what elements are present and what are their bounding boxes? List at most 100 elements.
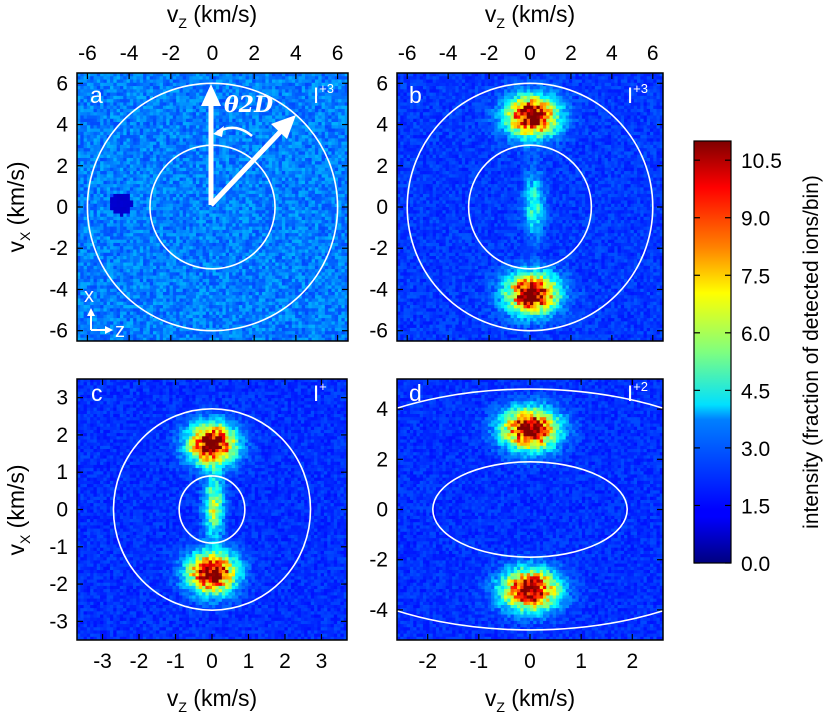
- heatmap-cell: [215, 154, 220, 159]
- heatmap-cell: [149, 122, 154, 126]
- heatmap-cell: [229, 112, 233, 117]
- heatmap-cell: [205, 135, 210, 139]
- heatmap-cell: [305, 197, 309, 202]
- heatmap-cell: [291, 82, 296, 87]
- heatmap-cell: [298, 73, 303, 77]
- heatmap-cell: [334, 122, 339, 126]
- heatmap-cell: [245, 76, 250, 81]
- heatmap-cell: [212, 125, 217, 130]
- heatmap-cell: [238, 112, 243, 117]
- heatmap-cell: [285, 171, 290, 175]
- heatmap-cell: [222, 125, 227, 130]
- heatmap-cell: [344, 141, 348, 146]
- heatmap-cell: [215, 89, 220, 94]
- heatmap-cell: [291, 180, 296, 185]
- heatmap-cell: [182, 180, 187, 185]
- heatmap-cell: [186, 115, 190, 120]
- heatmap-cell: [126, 246, 131, 251]
- heatmap-cell: [156, 99, 161, 104]
- heatmap-cell: [222, 79, 227, 84]
- heatmap-cell: [90, 73, 95, 77]
- heatmap-cell: [86, 200, 91, 205]
- heatmap-cell: [129, 197, 134, 202]
- heatmap-cell: [225, 99, 230, 104]
- heatmap-cell: [328, 256, 333, 260]
- heatmap-cell: [222, 99, 227, 104]
- heatmap-cell: [215, 249, 220, 254]
- heatmap-cell: [116, 249, 121, 254]
- heatmap-cell: [275, 102, 280, 107]
- heatmap-cell: [301, 246, 306, 251]
- heatmap-cell: [328, 131, 333, 136]
- heatmap-cell: [133, 226, 138, 231]
- heatmap-cell: [245, 141, 250, 146]
- heatmap-cell: [195, 157, 200, 162]
- heatmap-cell: [162, 213, 167, 218]
- heatmap-cell: [331, 79, 336, 84]
- heatmap-cell: [229, 207, 233, 211]
- heatmap-cell: [113, 252, 118, 257]
- heatmap-cell: [314, 73, 319, 77]
- heatmap-cell: [143, 262, 147, 267]
- heatmap-cell: [186, 92, 190, 97]
- heatmap-cell: [106, 242, 111, 247]
- heatmap-cell: [262, 226, 266, 231]
- heatmap-cell: [334, 167, 339, 172]
- heatmap-cell: [133, 184, 138, 188]
- heatmap-cell: [252, 210, 257, 215]
- heatmap-cell: [295, 223, 300, 228]
- heatmap-cell: [215, 125, 220, 130]
- heatmap-cell: [311, 86, 316, 90]
- heatmap-cell: [334, 73, 339, 77]
- heatmap-cell: [344, 265, 348, 270]
- heatmap-cell: [146, 105, 151, 110]
- heatmap-cell: [199, 76, 204, 81]
- heatmap-cell: [232, 112, 237, 117]
- heatmap-cell: [295, 242, 300, 247]
- heatmap-cell: [116, 265, 121, 270]
- heatmap-cell: [143, 76, 147, 81]
- heatmap-cell: [311, 226, 316, 231]
- heatmap-cell: [80, 89, 85, 94]
- heatmap-cell: [305, 157, 309, 162]
- heatmap-cell: [139, 193, 144, 198]
- heatmap-cell: [305, 115, 309, 120]
- heatmap-cell: [136, 252, 141, 257]
- heatmap-cell: [123, 141, 128, 146]
- heatmap-cell: [265, 249, 270, 254]
- heatmap-cell: [291, 141, 296, 146]
- heatmap-cell: [298, 229, 303, 234]
- heatmap-cell: [80, 252, 85, 257]
- heatmap-cell: [189, 157, 194, 162]
- heatmap-cell: [169, 138, 174, 143]
- heatmap-cell: [83, 131, 88, 136]
- heatmap-cell: [212, 135, 217, 139]
- heatmap-cell: [202, 79, 207, 84]
- heatmap-cell: [189, 95, 194, 100]
- heatmap-cell: [278, 161, 283, 166]
- heatmap-cell: [90, 95, 95, 100]
- heatmap-cell: [275, 177, 280, 182]
- heatmap-cell: [258, 92, 263, 97]
- heatmap-cell: [311, 79, 316, 84]
- heatmap-cell: [222, 128, 227, 133]
- heatmap-cell: [126, 135, 131, 139]
- heatmap-cell: [318, 138, 323, 143]
- heatmap-cell: [344, 262, 348, 267]
- heatmap-cell: [205, 144, 210, 149]
- heatmap-cell: [100, 115, 105, 120]
- heatmap-cell: [318, 249, 323, 254]
- heatmap-cell: [169, 259, 174, 264]
- heatmap-cell: [93, 164, 98, 169]
- heatmap-cell: [90, 151, 95, 156]
- heatmap-cell: [235, 99, 240, 104]
- heatmap-cell: [232, 157, 237, 162]
- heatmap-cell: [314, 177, 319, 182]
- heatmap-cell: [209, 203, 214, 208]
- heatmap-cell: [275, 144, 280, 149]
- heatmap-cell: [83, 118, 88, 123]
- heatmap-cell: [344, 105, 348, 110]
- heatmap-cell: [143, 269, 147, 273]
- heatmap-cell: [186, 190, 190, 195]
- heatmap-cell: [119, 213, 124, 218]
